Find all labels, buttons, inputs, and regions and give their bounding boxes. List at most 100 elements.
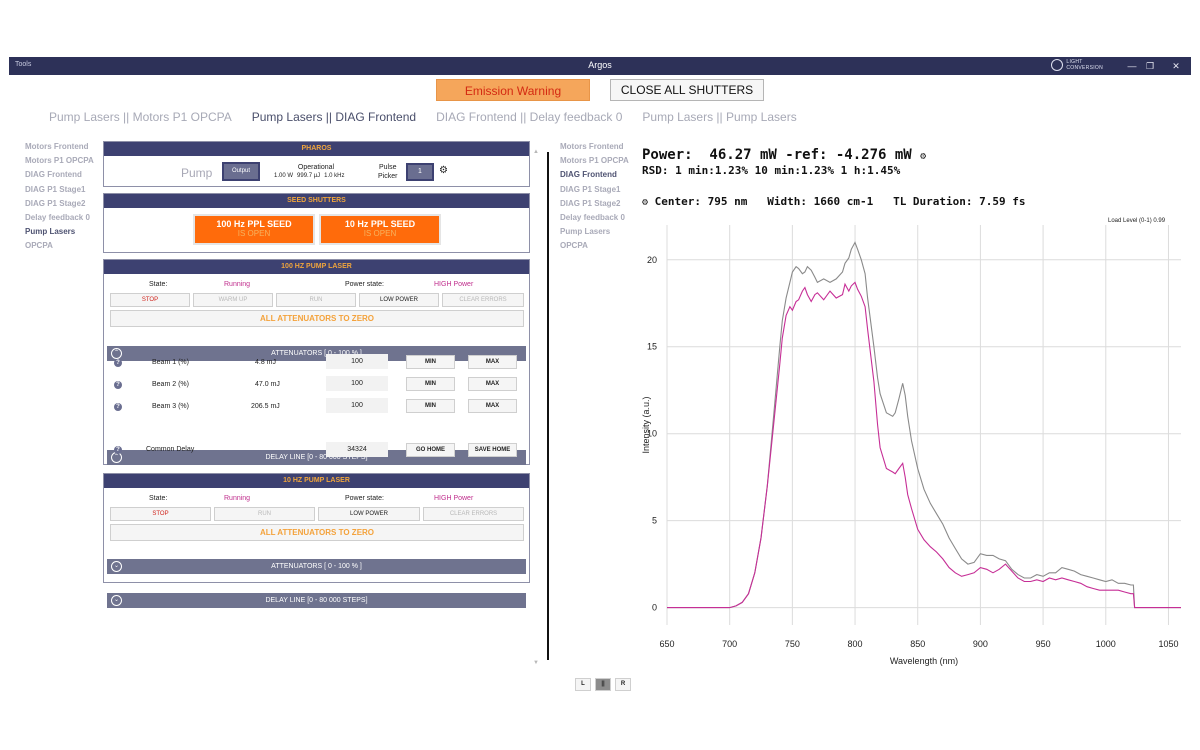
gear-icon[interactable]: ⚙	[439, 165, 448, 176]
laser-100hz-header: 100 HZ PUMP LASER	[104, 260, 529, 274]
pharos-power: 1.00 W	[274, 173, 294, 179]
seed-shutters-header: SEED SHUTTERS	[104, 194, 529, 208]
beam-3-input[interactable]: 100	[326, 398, 388, 413]
split-center-button[interactable]: ||	[595, 678, 611, 691]
tab-pump-motors[interactable]: Pump Lasers || Motors P1 OPCPA	[49, 110, 232, 124]
stop-button[interactable]: STOP	[110, 293, 190, 307]
stop-button[interactable]: STOP	[110, 507, 211, 521]
left-nav-item[interactable]: DIAG P1 Stage1	[25, 184, 86, 194]
beam-1-label: Beam 1 (%)	[152, 359, 189, 366]
save-home-button[interactable]: SAVE HOME	[468, 443, 517, 457]
state-value: Running	[224, 495, 251, 502]
left-nav-item[interactable]: OPCPA	[25, 241, 53, 251]
spectrum-readout-text: Center: 795 nm Width: 1660 cm-1 TL Durat…	[654, 195, 1026, 208]
pulse-picker-value[interactable]: 1	[406, 163, 434, 181]
tab-pump-pump[interactable]: Pump Lasers || Pump Lasers	[642, 110, 797, 124]
beam-2-label: Beam 2 (%)	[152, 381, 189, 388]
attenuators-header[interactable]: ⌄ ATTENUATORS [ 0 - 100 % ]	[107, 559, 526, 574]
shutter-10hz-button[interactable]: 10 Hz PPL SEED IS OPEN	[319, 214, 441, 245]
shutter-100hz-button[interactable]: 100 Hz PPL SEED IS OPEN	[193, 214, 315, 245]
help-icon[interactable]: ?	[114, 446, 122, 454]
left-nav-item[interactable]: Motors Frontend	[25, 142, 89, 151]
collapse-icon[interactable]: ⌃	[111, 348, 122, 359]
close-window-button[interactable]: ✕	[1172, 61, 1180, 71]
expand-icon[interactable]: ⌄	[111, 561, 122, 572]
delay-line-header[interactable]: ⌄ DELAY LINE [0 - 80 000 STEPS]	[107, 593, 526, 608]
gear-icon[interactable]: ⚙	[642, 197, 649, 208]
maximize-button[interactable]: ❐	[1145, 61, 1155, 71]
power-readout-text: Power: 46.27 mW -ref: -4.276 mW	[642, 147, 912, 163]
power-state-label: Power state:	[345, 495, 384, 502]
y-tick-label: 0	[652, 603, 657, 613]
right-nav-item[interactable]: OPCPA	[560, 241, 588, 251]
beam-3-min-button[interactable]: MIN	[406, 399, 455, 413]
power-state-value: HIGH Power	[434, 495, 474, 502]
help-icon[interactable]: ?	[114, 359, 122, 367]
left-nav-item[interactable]: Delay feedback 0	[25, 213, 90, 223]
split-right-button[interactable]: R	[615, 678, 631, 691]
go-home-button[interactable]: GO HOME	[406, 443, 455, 457]
state-value: Running	[224, 281, 251, 288]
right-nav-item[interactable]: DIAG P1 Stage2	[560, 198, 621, 208]
run-button[interactable]: RUN	[214, 507, 315, 521]
output-button[interactable]: Output	[222, 162, 260, 181]
low-power-button[interactable]: LOW POWER	[359, 293, 439, 307]
run-button[interactable]: RUN	[276, 293, 356, 307]
emission-warning-button[interactable]: Emission Warning	[436, 79, 590, 101]
all-attenuators-zero-button[interactable]: ALL ATTENUATORS TO ZERO	[110, 310, 524, 327]
x-tick-label: 650	[659, 639, 674, 649]
minimize-button[interactable]: —	[1127, 61, 1137, 71]
beam-3-energy: 206.5 mJ	[251, 403, 280, 410]
tab-diag-delay[interactable]: DIAG Frontend || Delay feedback 0	[436, 110, 623, 124]
series-line-reference	[667, 241, 1181, 609]
beam-2-max-button[interactable]: MAX	[468, 377, 517, 391]
close-all-shutters-button[interactable]: CLOSE ALL SHUTTERS	[610, 79, 764, 101]
left-nav-item-pump-lasers[interactable]: Pump Lasers	[25, 227, 76, 237]
right-nav: Motors Frontend Motors P1 OPCPA DIAG Fro…	[560, 140, 629, 254]
rsd-readout: RSD: 1 min:1.23% 10 min:1.23% 1 h:1.45%	[642, 164, 901, 177]
expand-icon[interactable]: ⌄	[111, 595, 122, 606]
right-nav-item[interactable]: Pump Lasers	[560, 227, 611, 237]
pharos-rate: 1.0 kHz	[324, 173, 345, 179]
splitter[interactable]	[547, 152, 549, 660]
right-nav-item[interactable]: Motors Frontend	[560, 142, 624, 151]
laser-10hz-header: 10 HZ PUMP LASER	[104, 474, 529, 488]
pulse-picker-label-line1: Pulse	[378, 164, 397, 171]
clear-errors-button[interactable]: CLEAR ERRORS	[423, 507, 524, 521]
clear-errors-button[interactable]: CLEAR ERRORS	[442, 293, 524, 307]
layout-tabs: Pump Lasers || Motors P1 OPCPA Pump Lase…	[49, 110, 797, 124]
common-delay-input[interactable]: 34324	[326, 442, 388, 457]
right-nav-item-diag-frontend[interactable]: DIAG Frontend	[560, 170, 617, 180]
left-nav-item[interactable]: Motors P1 OPCPA	[25, 156, 94, 166]
split-left-button[interactable]: L	[575, 678, 591, 691]
beam-1-min-button[interactable]: MIN	[406, 355, 455, 369]
help-icon[interactable]: ?	[114, 381, 122, 389]
beam-3-max-button[interactable]: MAX	[468, 399, 517, 413]
help-icon[interactable]: ?	[114, 403, 122, 411]
beam-1-input[interactable]: 100	[326, 354, 388, 369]
scroll-down-icon[interactable]: ▼	[533, 660, 539, 666]
load-level-label: Load Level (0-1) 0.99	[1108, 218, 1166, 224]
state-label: State:	[149, 495, 168, 502]
power-readout: Power: 46.27 mW -ref: -4.276 mW ⚙	[642, 147, 926, 163]
low-power-button[interactable]: LOW POWER	[318, 507, 420, 521]
tab-pump-diag[interactable]: Pump Lasers || DIAG Frontend	[251, 110, 417, 124]
right-nav-item[interactable]: DIAG P1 Stage1	[560, 184, 621, 194]
beam-2-energy: 47.0 mJ	[255, 381, 280, 388]
right-nav-item[interactable]: Motors P1 OPCPA	[560, 156, 629, 166]
beam-2-input[interactable]: 100	[326, 376, 388, 391]
scroll-up-icon[interactable]: ▲	[533, 149, 539, 155]
right-nav-item[interactable]: Delay feedback 0	[560, 213, 625, 223]
pulse-picker-label-line2: Picker	[378, 173, 398, 180]
gear-icon[interactable]: ⚙	[920, 151, 927, 162]
beam-2-min-button[interactable]: MIN	[406, 377, 455, 391]
all-attenuators-zero-button[interactable]: ALL ATTENUATORS TO ZERO	[110, 524, 524, 541]
split-controls: L || R	[575, 678, 631, 691]
x-tick-label: 800	[848, 639, 863, 649]
left-nav-item[interactable]: DIAG Frontend	[25, 170, 82, 180]
warm-up-button[interactable]: WARM UP	[193, 293, 273, 307]
left-nav-item[interactable]: DIAG P1 Stage2	[25, 198, 86, 208]
tools-menu[interactable]: Tools	[15, 61, 32, 68]
y-axis-label: Intensity (a.u.)	[641, 396, 651, 453]
beam-1-max-button[interactable]: MAX	[468, 355, 517, 369]
